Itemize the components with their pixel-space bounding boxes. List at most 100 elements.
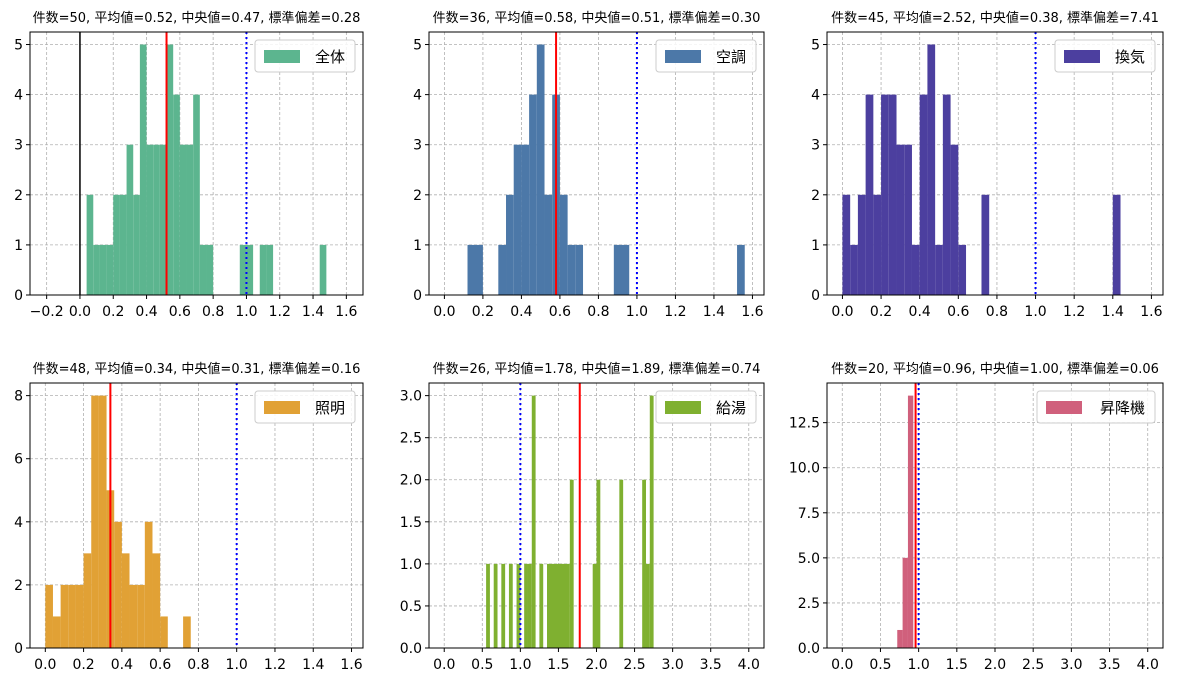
histogram-bar <box>958 244 967 295</box>
legend-box <box>1054 39 1156 73</box>
histogram-bar <box>544 194 553 295</box>
histogram-bar <box>642 479 646 648</box>
x-tick-label: 1.4 <box>1102 304 1124 320</box>
x-tick-label: 0.5 <box>471 657 493 673</box>
x-tick-label: 0.4 <box>111 657 133 673</box>
chart-title: 件数=48, 平均値=0.34, 中央値=0.31, 標準偏差=0.16 <box>33 361 361 377</box>
histogram-bar <box>137 584 145 648</box>
x-tick-label: 1.4 <box>302 304 324 320</box>
chart-title: 件数=50, 平均値=0.52, 中央値=0.47, 標準偏差=0.28 <box>33 10 361 26</box>
y-tick-label: 0.0 <box>400 641 422 657</box>
plot-frame <box>428 31 765 296</box>
x-tick-label: 0.8 <box>587 304 609 320</box>
y-tick-label: 4 <box>14 515 23 531</box>
x-tick-label: 1.6 <box>1140 304 1162 320</box>
legend-box <box>254 39 356 73</box>
y-tick-label: 2.0 <box>400 473 422 489</box>
x-tick-label: 0.0 <box>69 304 91 320</box>
histogram-bar <box>935 244 943 295</box>
x-tick-label: 0.2 <box>102 304 124 320</box>
x-tick-label: 1.0 <box>235 304 257 320</box>
histogram-bar <box>239 244 247 295</box>
x-tick-label: 0.2 <box>870 304 892 320</box>
histogram-bar <box>619 479 624 648</box>
histogram-bar <box>865 94 874 295</box>
legend-label: 昇降機 <box>1100 399 1145 417</box>
legend-box <box>1036 390 1156 424</box>
histogram-bar <box>981 194 990 295</box>
x-tick-label: 0.5 <box>869 657 891 673</box>
histogram-bar <box>737 244 745 295</box>
histogram-bar <box>927 44 936 296</box>
histogram-bar <box>942 94 951 295</box>
histogram-bar <box>516 563 521 648</box>
histogram-bar <box>83 553 92 648</box>
x-tick-label: 0.6 <box>549 304 571 320</box>
y-tick-label: 8 <box>14 389 23 405</box>
legend-swatch <box>1046 401 1082 414</box>
histogram-bar <box>596 479 601 648</box>
histogram-bar <box>144 521 153 648</box>
x-tick-label: −0.2 <box>30 304 64 320</box>
y-tick-label: 1 <box>413 238 422 254</box>
x-tick-label: 1.0 <box>626 304 648 320</box>
histogram-bar <box>126 144 134 295</box>
x-tick-label: 0.4 <box>135 304 157 320</box>
histogram-bar <box>206 244 214 295</box>
histogram-bar <box>246 244 254 295</box>
x-tick-label: 0.6 <box>149 657 171 673</box>
x-tick-label: 0.6 <box>169 304 191 320</box>
histogram-bar <box>139 44 147 296</box>
x-tick-label: 1.4 <box>703 304 725 320</box>
histogram-bar <box>467 244 483 295</box>
legend-label: 全体 <box>315 48 345 66</box>
histogram-bar <box>902 557 908 648</box>
x-tick-label: 1.6 <box>340 657 362 673</box>
x-tick-label: 1.5 <box>547 657 569 673</box>
histogram-bar <box>613 244 630 295</box>
y-tick-label: 0.5 <box>400 599 422 615</box>
chart-title: 件数=20, 平均値=0.96, 中央値=1.00, 標準偏差=0.06 <box>831 361 1159 377</box>
histogram-bar <box>173 94 180 295</box>
x-tick-label: 1.6 <box>335 304 357 320</box>
x-tick-label: 1.4 <box>302 657 324 673</box>
histogram-bar <box>91 395 99 648</box>
histogram-panel: 件数=20, 平均値=0.96, 中央値=1.00, 標準偏差=0.06 0.0 0… <box>789 361 1164 673</box>
x-tick-label: 0.8 <box>986 304 1008 320</box>
histogram-bar <box>129 584 138 648</box>
legend-label: 照明 <box>315 399 345 417</box>
legend: 昇降機 <box>1036 390 1156 424</box>
histogram-bar <box>183 616 191 648</box>
y-tick-label: 4 <box>413 88 422 104</box>
histogram-bar <box>527 563 532 648</box>
x-tick-label: 2.5 <box>1022 657 1044 673</box>
legend-box <box>655 390 757 424</box>
y-tick-label: 0 <box>413 288 422 304</box>
legend-swatch <box>665 401 701 414</box>
y-tick-label: 7.5 <box>798 506 820 522</box>
x-tick-label: 2.5 <box>623 657 645 673</box>
histogram-bar <box>114 521 122 648</box>
histogram-bar <box>166 44 174 296</box>
x-tick-label: 4.0 <box>738 657 760 673</box>
histogram-bar <box>896 144 905 295</box>
histogram-bar <box>68 584 76 648</box>
x-tick-label: 3.5 <box>700 657 722 673</box>
x-tick-label: 0.2 <box>472 304 494 320</box>
x-tick-label: 1.0 <box>509 657 531 673</box>
y-tick-label: 6 <box>14 452 23 468</box>
histogram-bar <box>266 244 274 295</box>
y-tick-label: 5.0 <box>798 551 820 567</box>
legend: 全体 <box>254 39 356 73</box>
plot-frame <box>29 382 364 649</box>
x-tick-label: 0.6 <box>947 304 969 320</box>
plot-frame <box>826 31 1164 296</box>
x-tick-label: 0.0 <box>433 304 455 320</box>
y-tick-label: 1 <box>14 238 23 254</box>
histogram-bar <box>113 194 120 295</box>
histogram-bar <box>547 563 570 648</box>
y-tick-label: 5 <box>413 38 422 54</box>
x-tick-label: 0.0 <box>831 657 853 673</box>
histogram-bar <box>531 395 536 648</box>
